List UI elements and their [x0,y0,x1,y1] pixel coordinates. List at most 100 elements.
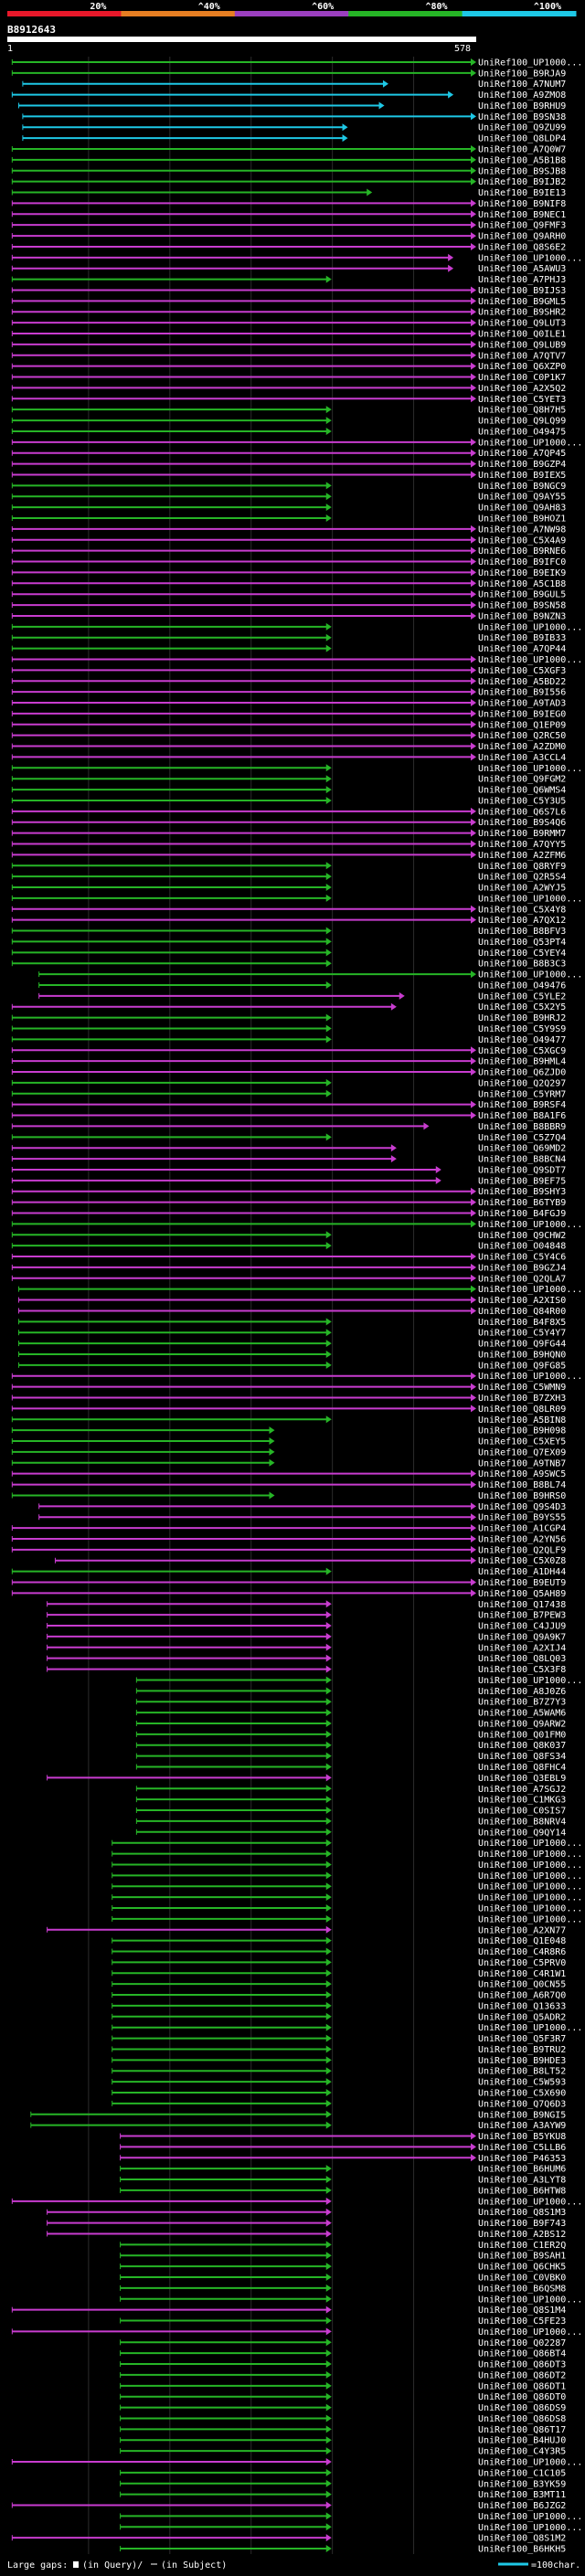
hit-row[interactable]: UniRef100_B9SHR2 [11,308,566,318]
hit-label[interactable]: UniRef100_B9IJS3 [478,286,566,296]
hit-row[interactable]: UniRef100_B9IEX5 [11,471,566,481]
hit-label[interactable]: UniRef100_B9SN38 [478,112,566,122]
hit-row[interactable]: UniRef100_B9NIF8 [11,199,566,209]
hit-row[interactable]: UniRef100_Q13633 [112,2001,567,2011]
hit-label[interactable]: UniRef100_C5X3F8 [478,1665,566,1675]
hit-label[interactable]: UniRef100_A5BIN8 [478,1415,566,1426]
hit-label[interactable]: UniRef100_O49476 [478,981,566,991]
hit-label[interactable]: UniRef100_B8BBR9 [478,1122,566,1132]
hit-label[interactable]: UniRef100_A9ZMO8 [478,90,566,101]
hit-row[interactable]: UniRef100_Q7EX09 [11,1447,566,1458]
hit-row[interactable]: UniRef100_B9GUL5 [11,590,566,600]
hit-row[interactable]: UniRef100_UP1000... [11,58,582,68]
hit-row[interactable]: UniRef100_UP1000... [112,1914,583,1924]
hit-label[interactable]: UniRef100_B9SAH1 [478,2252,566,2262]
hit-label[interactable]: UniRef100_A6R7Q0 [478,1991,566,2001]
hit-label[interactable]: UniRef100_A9SWC5 [478,1469,566,1479]
hit-label[interactable]: UniRef100_A2YN56 [478,1534,566,1544]
hit-label[interactable]: UniRef100_C0SIS7 [478,1807,566,1817]
hit-label[interactable]: UniRef100_Q9AY55 [478,493,566,503]
hit-row[interactable]: UniRef100_Q2RC50 [11,731,566,741]
hit-row[interactable]: UniRef100_Q7Q6D3 [112,2099,567,2109]
hit-label[interactable]: UniRef100_B9IFC0 [478,557,566,567]
hit-row[interactable]: UniRef100_Q9ARH0 [11,232,566,242]
hit-label[interactable]: UniRef100_Q8S1M3 [478,2208,566,2218]
hit-label[interactable]: UniRef100_Q8S1M4 [478,2306,566,2316]
hit-row[interactable]: UniRef100_Q86DT2 [120,2370,567,2380]
hit-row[interactable]: UniRef100_B9SAH1 [120,2252,567,2262]
hit-label[interactable]: UniRef100_Q8RYF9 [478,862,566,872]
hit-label[interactable]: UniRef100_B9EUT9 [478,1578,566,1588]
hit-label[interactable]: UniRef100_B9IJB2 [478,177,566,187]
hit-label[interactable]: UniRef100_C5Y9S9 [478,1024,566,1034]
hit-label[interactable]: UniRef100_Q9CHW2 [478,1231,566,1241]
hit-row[interactable]: UniRef100_UP1000... [112,1893,583,1903]
hit-label[interactable]: UniRef100_A2XN77 [478,1925,566,1935]
hit-row[interactable]: UniRef100_B3YK59 [120,2479,567,2489]
hit-label[interactable]: UniRef100_UP1000... [478,1372,582,1382]
hit-row[interactable]: UniRef100_Q86DT3 [120,2360,567,2370]
hit-label[interactable]: UniRef100_C1ER2Q [478,2241,566,2251]
hit-label[interactable]: UniRef100_B9GML5 [478,297,566,307]
hit-row[interactable]: UniRef100_C5YEY4 [11,949,566,959]
hit-row[interactable]: UniRef100_C5Y3U5 [11,796,566,806]
hit-row[interactable]: UniRef100_Q9ARW2 [135,1719,566,1729]
hit-label[interactable]: UniRef100_A2ZFM6 [478,851,566,861]
hit-label[interactable]: UniRef100_Q7EX09 [478,1447,566,1458]
hit-row[interactable]: UniRef100_Q8LDP4 [22,134,566,144]
hit-label[interactable]: UniRef100_Q6ZJD0 [478,1068,566,1078]
hit-label[interactable]: UniRef100_A7QYY5 [478,840,566,850]
hit-row[interactable]: UniRef100_A2XIS0 [17,1296,566,1306]
hit-row[interactable]: UniRef100_B9RMM7 [11,829,566,839]
hit-label[interactable]: UniRef100_Q8LDP4 [478,134,566,144]
hit-row[interactable]: UniRef100_B6HUM6 [120,2165,567,2175]
hit-label[interactable]: UniRef100_Q86DT1 [478,2381,566,2391]
hit-row[interactable]: UniRef100_Q0ILE1 [11,330,566,340]
hit-row[interactable]: UniRef100_Q5F3R7 [112,2034,567,2044]
hit-row[interactable]: UniRef100_B9SJB8 [11,166,566,176]
hit-row[interactable]: UniRef100_B9NZN3 [11,611,566,621]
hit-row[interactable]: UniRef100_B7Z7Y3 [135,1698,566,1708]
hit-row[interactable]: UniRef100_UP1000... [11,894,582,904]
hit-row[interactable]: UniRef100_Q9FG85 [17,1361,566,1371]
hit-row[interactable]: UniRef100_O04848 [11,1242,566,1252]
hit-label[interactable]: UniRef100_B9TRU2 [478,2045,566,2055]
hit-label[interactable]: UniRef100_B9IEX5 [478,471,566,481]
hit-label[interactable]: UniRef100_Q8FHC4 [478,1763,566,1773]
hit-label[interactable]: UniRef100_Q8S1M2 [478,2534,566,2544]
hit-row[interactable]: UniRef100_B9SN38 [22,112,566,122]
hit-row[interactable]: UniRef100_Q6WMS4 [11,786,566,796]
hit-label[interactable]: UniRef100_B9RSF4 [478,1100,566,1110]
hit-row[interactable]: UniRef100_Q8LQ03 [47,1654,567,1664]
hit-row[interactable]: UniRef100_B8BCN4 [11,1155,566,1165]
hit-row[interactable]: UniRef100_C5X3F8 [47,1665,567,1675]
hit-row[interactable]: UniRef100_C4Y3R5 [120,2447,567,2457]
hit-label[interactable]: UniRef100_C4JJU9 [478,1622,566,1632]
hit-row[interactable]: UniRef100_C0SIS7 [135,1807,566,1817]
hit-row[interactable]: UniRef100_A7Q0W7 [11,145,566,155]
hit-label[interactable]: UniRef100_Q9ARW2 [478,1719,566,1729]
hit-row[interactable]: UniRef100_Q9S4D3 [38,1502,567,1512]
hit-row[interactable]: UniRef100_Q9FGM2 [11,775,566,785]
hit-row[interactable]: UniRef100_A5BIN8 [11,1415,566,1426]
hit-row[interactable]: UniRef100_B9NEC1 [11,210,566,220]
hit-label[interactable]: UniRef100_A1DH44 [478,1567,566,1577]
hit-label[interactable]: UniRef100_UP1000... [478,655,582,665]
hit-row[interactable]: UniRef100_B9HQN0 [17,1350,566,1360]
hit-label[interactable]: UniRef100_B9RMM7 [478,829,566,839]
hit-label[interactable]: UniRef100_Q9A9K7 [478,1632,566,1642]
hit-row[interactable]: UniRef100_Q6ZJD0 [11,1068,566,1078]
hit-label[interactable]: UniRef100_C5WMN9 [478,1383,566,1393]
hit-label[interactable]: UniRef100_Q69MD2 [478,1144,566,1154]
hit-label[interactable]: UniRef100_Q86DS9 [478,2403,566,2413]
hit-label[interactable]: UniRef100_B9HDE3 [478,2056,566,2066]
hit-label[interactable]: UniRef100_C5XGF3 [478,666,566,676]
hit-row[interactable]: UniRef100_UP1000... [112,1871,583,1882]
hit-label[interactable]: UniRef100_A1CGP4 [478,1524,566,1534]
hit-row[interactable]: UniRef100_A5AWU3 [11,264,566,274]
hit-row[interactable]: UniRef100_C5X4Y8 [11,905,566,915]
hit-label[interactable]: UniRef100_B6QSM8 [478,2284,566,2294]
hit-label[interactable]: UniRef100_UP1000... [478,1871,582,1882]
hit-row[interactable]: UniRef100_Q8K037 [135,1741,566,1751]
hit-row[interactable]: UniRef100_C5WMN9 [11,1383,566,1393]
